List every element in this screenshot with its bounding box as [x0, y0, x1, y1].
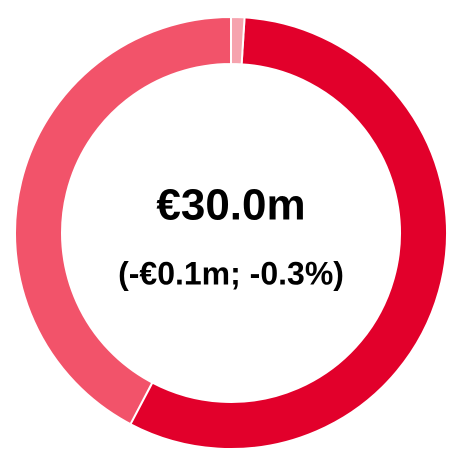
donut-segment: [230, 15, 246, 66]
donut-segment: [129, 16, 448, 450]
center-value: €30.0m: [156, 181, 305, 230]
donut-segment: [14, 15, 232, 426]
center-change: (-€0.1m; -0.3%): [118, 255, 344, 291]
